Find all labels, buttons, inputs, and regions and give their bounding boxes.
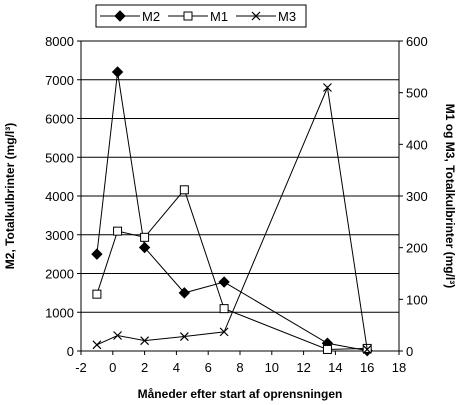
y-right-tick-label-5: 500	[406, 86, 428, 101]
y-right-tick-label-3: 300	[406, 189, 428, 204]
point-m3-2	[140, 336, 150, 346]
point-m3-4	[219, 327, 229, 337]
point-m3-1	[113, 331, 122, 340]
series-layer	[91, 66, 373, 357]
x-tick-label-10: 18	[392, 360, 406, 375]
x-tick-label-0: -2	[75, 360, 87, 375]
legend-label-m3: M3	[278, 9, 296, 24]
point-m1-0	[92, 289, 102, 299]
x-tick-label-4: 6	[205, 360, 212, 375]
y-right-tick-label-2: 200	[406, 241, 428, 256]
point-m1-4	[219, 304, 229, 314]
y-right-axis-title: M1 og M3, Totalkulbrinter (mg/l³)	[443, 104, 457, 288]
y-left-tick-label-5: 5000	[45, 150, 74, 165]
series-line-m2	[96, 71, 368, 352]
x-tick-label-7: 12	[296, 360, 310, 375]
point-m2-4	[218, 276, 230, 288]
y-left-tick-label-4: 4000	[45, 189, 74, 204]
y-right-tick-label-0: 0	[406, 344, 413, 359]
point-m2-1	[111, 66, 124, 78]
point-m3-3	[179, 332, 189, 341]
x-tick-label-1: 0	[109, 360, 116, 375]
y-left-tick-label-1: 1000	[45, 305, 74, 320]
legend-label-m1: M1	[210, 9, 228, 24]
x-axis-title: Måneder efter start af oprensningen	[138, 387, 343, 401]
legend-marker-m3	[251, 11, 261, 21]
y-right-tick-label-4: 400	[406, 137, 428, 152]
point-m2-2	[138, 241, 151, 254]
y-left-axis-title: M2, Totalkulbrinter (mg/l³)	[3, 123, 17, 269]
y-left-tick-label-7: 7000	[45, 73, 74, 88]
legend-label-m2: M2	[142, 9, 160, 24]
x-tick-label-2: 2	[141, 360, 148, 375]
y-left-tick-label-8: 8000	[45, 34, 74, 49]
legend-marker-m1	[183, 11, 193, 21]
legend-marker-m2	[114, 10, 126, 22]
y-left-tick-label-0: 0	[67, 344, 74, 359]
point-m1-1	[113, 226, 123, 236]
point-m3-0	[92, 340, 102, 350]
point-m1-5	[322, 344, 332, 354]
series-line-m3	[96, 85, 368, 350]
x-tick-label-6: 10	[265, 360, 279, 375]
x-tick-label-9: 16	[360, 360, 374, 375]
x-tick-label-8: 14	[328, 360, 342, 375]
point-m3-6	[362, 345, 372, 354]
legend: M2 M1 M3	[95, 4, 307, 28]
series-line-m1	[96, 188, 368, 350]
y-left-tick-label-2: 2000	[45, 267, 74, 282]
y-right-tick-label-1: 100	[406, 292, 428, 307]
x-tick-label-5: 8	[236, 360, 243, 375]
point-m2-3	[178, 287, 191, 299]
y-left-tick-label-6: 6000	[45, 112, 74, 127]
ticks: 0100020003000400050006000700080000100200…	[45, 34, 428, 375]
point-m1-2	[140, 232, 150, 242]
y-left-tick-label-3: 3000	[45, 228, 74, 243]
x-tick-label-3: 4	[173, 360, 180, 375]
grid	[81, 79, 399, 313]
point-m2-0	[91, 248, 103, 260]
point-m3-5	[323, 83, 332, 92]
y-right-tick-label-6: 600	[406, 34, 428, 49]
point-m1-3	[179, 185, 189, 195]
